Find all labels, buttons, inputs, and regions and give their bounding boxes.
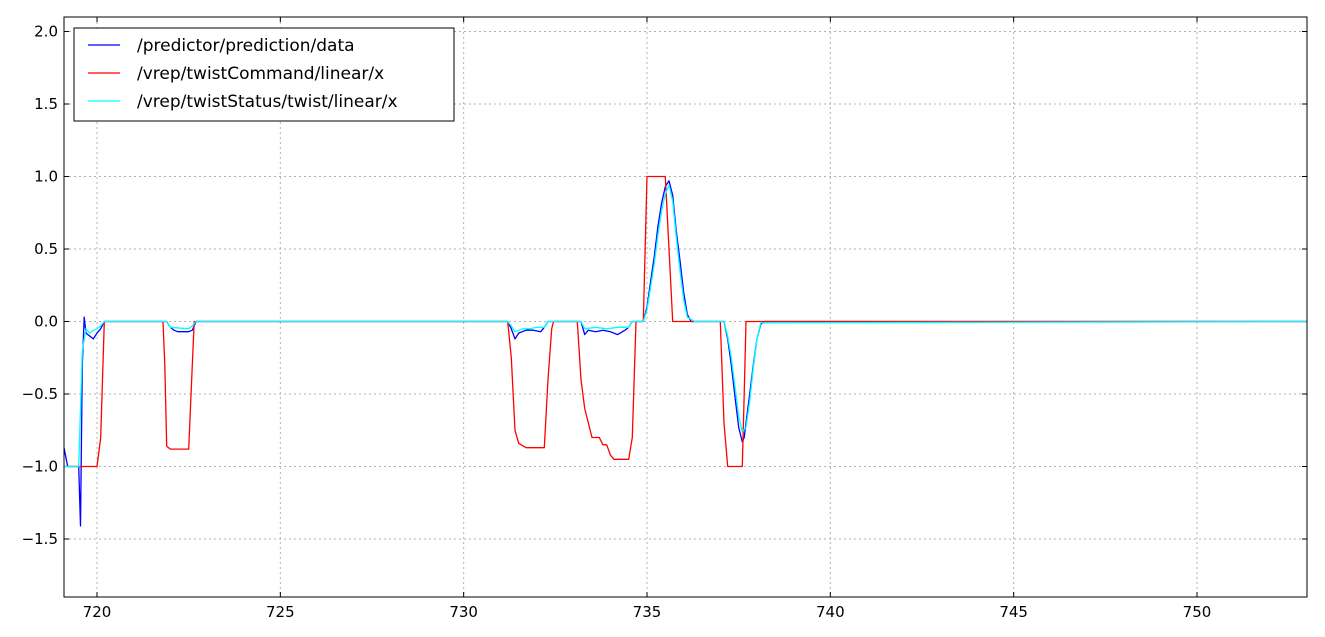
x-tick-label: 730 (449, 603, 478, 621)
x-tick-label: 745 (999, 603, 1028, 621)
x-tick-label: 740 (816, 603, 845, 621)
y-tick-label: 0.0 (34, 313, 58, 331)
legend-label: /vrep/twistCommand/linear/x (137, 64, 384, 84)
series-line-0 (64, 180, 1307, 527)
y-tick-label: −0.5 (22, 385, 58, 403)
legend: /predictor/prediction/data/vrep/twistCom… (73, 27, 455, 122)
legend-box (73, 27, 455, 122)
y-tick-label: −1.5 (22, 530, 58, 548)
y-axis-ticks: −1.5 −1.0 −0.5 0.0 0.5 1.0 1.5 2.0 (22, 23, 1307, 548)
plot-frame (63, 16, 1308, 598)
x-axis-ticks: 720 725 730 735 740 745 750 (83, 17, 1212, 621)
series-line-1 (64, 175, 1307, 468)
y-tick-label: −1.0 (22, 458, 58, 476)
x-tick-label: 750 (1183, 603, 1212, 621)
legend-label: /vrep/twistStatus/twist/linear/x (137, 92, 398, 112)
legend-label: /predictor/prediction/data (137, 36, 355, 56)
series-line-2 (64, 184, 1307, 468)
grid-lines (64, 17, 1307, 597)
y-tick-label: 1.0 (34, 168, 58, 186)
x-tick-label: 735 (633, 603, 662, 621)
y-tick-label: 0.5 (34, 240, 58, 258)
y-tick-label: 1.5 (34, 95, 58, 113)
series-lines (64, 175, 1307, 527)
x-tick-label: 720 (83, 603, 112, 621)
y-tick-label: 2.0 (34, 23, 58, 41)
x-tick-label: 725 (266, 603, 295, 621)
